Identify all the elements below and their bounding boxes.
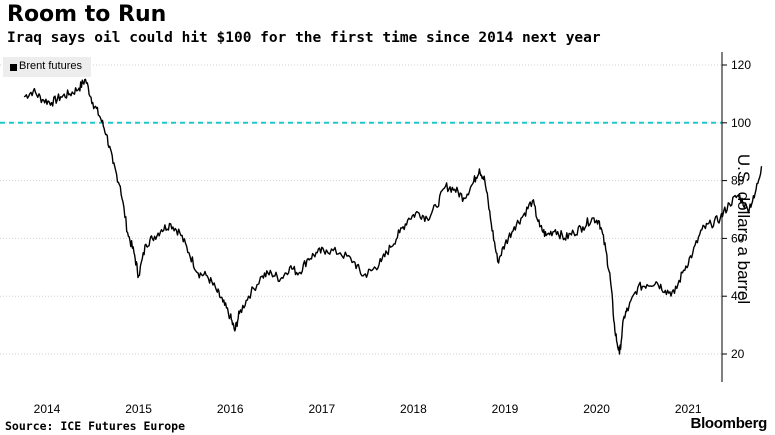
y-axis: 20 40 60 80 100 120 xyxy=(721,52,751,382)
y-tick-label: 20 xyxy=(731,347,745,361)
x-tick-label: 2017 xyxy=(308,402,335,416)
x-tick-label: 2015 xyxy=(125,402,152,416)
legend: Brent futures xyxy=(3,57,91,77)
x-tick-label: 2020 xyxy=(583,402,610,416)
legend-label: Brent futures xyxy=(19,60,82,72)
y-tick-label: 40 xyxy=(731,289,745,303)
x-tick-label: 2016 xyxy=(217,402,244,416)
chart-subtitle: Iraq says oil could hit $100 for the fir… xyxy=(7,30,601,46)
y-tick-label: 80 xyxy=(731,174,745,188)
chart-title: Room to Run xyxy=(7,2,167,27)
y-tick-label: 100 xyxy=(731,116,751,130)
bloomberg-logo: Bloomberg xyxy=(690,415,768,432)
legend-swatch xyxy=(10,64,17,71)
x-tick-label: 2021 xyxy=(675,402,702,416)
x-axis: 2014 2015 2016 2017 2018 2019 2020 2021 xyxy=(34,402,702,416)
x-tick-label: 2018 xyxy=(400,402,427,416)
source-note: Source: ICE Futures Europe xyxy=(5,419,186,433)
x-tick-label: 2014 xyxy=(34,402,61,416)
series-line-brent-futures xyxy=(23,78,763,355)
y-tick-label: 120 xyxy=(731,58,751,72)
y-axis-label: U.S. dollars a barrel xyxy=(734,153,753,305)
x-tick-label: 2019 xyxy=(492,402,519,416)
y-tick-label: 60 xyxy=(731,231,745,245)
